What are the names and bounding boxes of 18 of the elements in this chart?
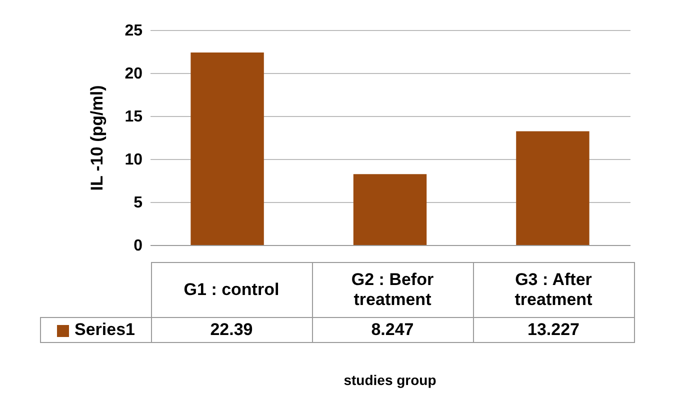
legend-label: Series1 — [40, 318, 151, 342]
data-label: 22.39 — [151, 318, 312, 342]
data-label: 8.247 — [312, 318, 473, 342]
bar — [190, 52, 264, 245]
x-tick-label: G2 : Befor treatment — [312, 262, 473, 318]
data-label: 13.227 — [473, 318, 634, 342]
bar — [516, 131, 590, 245]
y-tick-label: 5 — [134, 194, 143, 212]
bar — [353, 174, 427, 245]
y-tick-label: 10 — [124, 152, 143, 168]
x-tick-label: G1 : control — [151, 262, 312, 318]
y-tick-label: 0 — [134, 238, 143, 254]
y-tick-label: 20 — [124, 66, 143, 82]
x-tick-label: G3 : After treatment — [473, 262, 634, 318]
x-axis-title: studies group — [342, 372, 438, 388]
y-axis-title: IL -10 (pg/ml) — [88, 85, 107, 191]
y-tick-label: 25 — [124, 22, 143, 40]
y-tick-label: 15 — [124, 108, 143, 126]
